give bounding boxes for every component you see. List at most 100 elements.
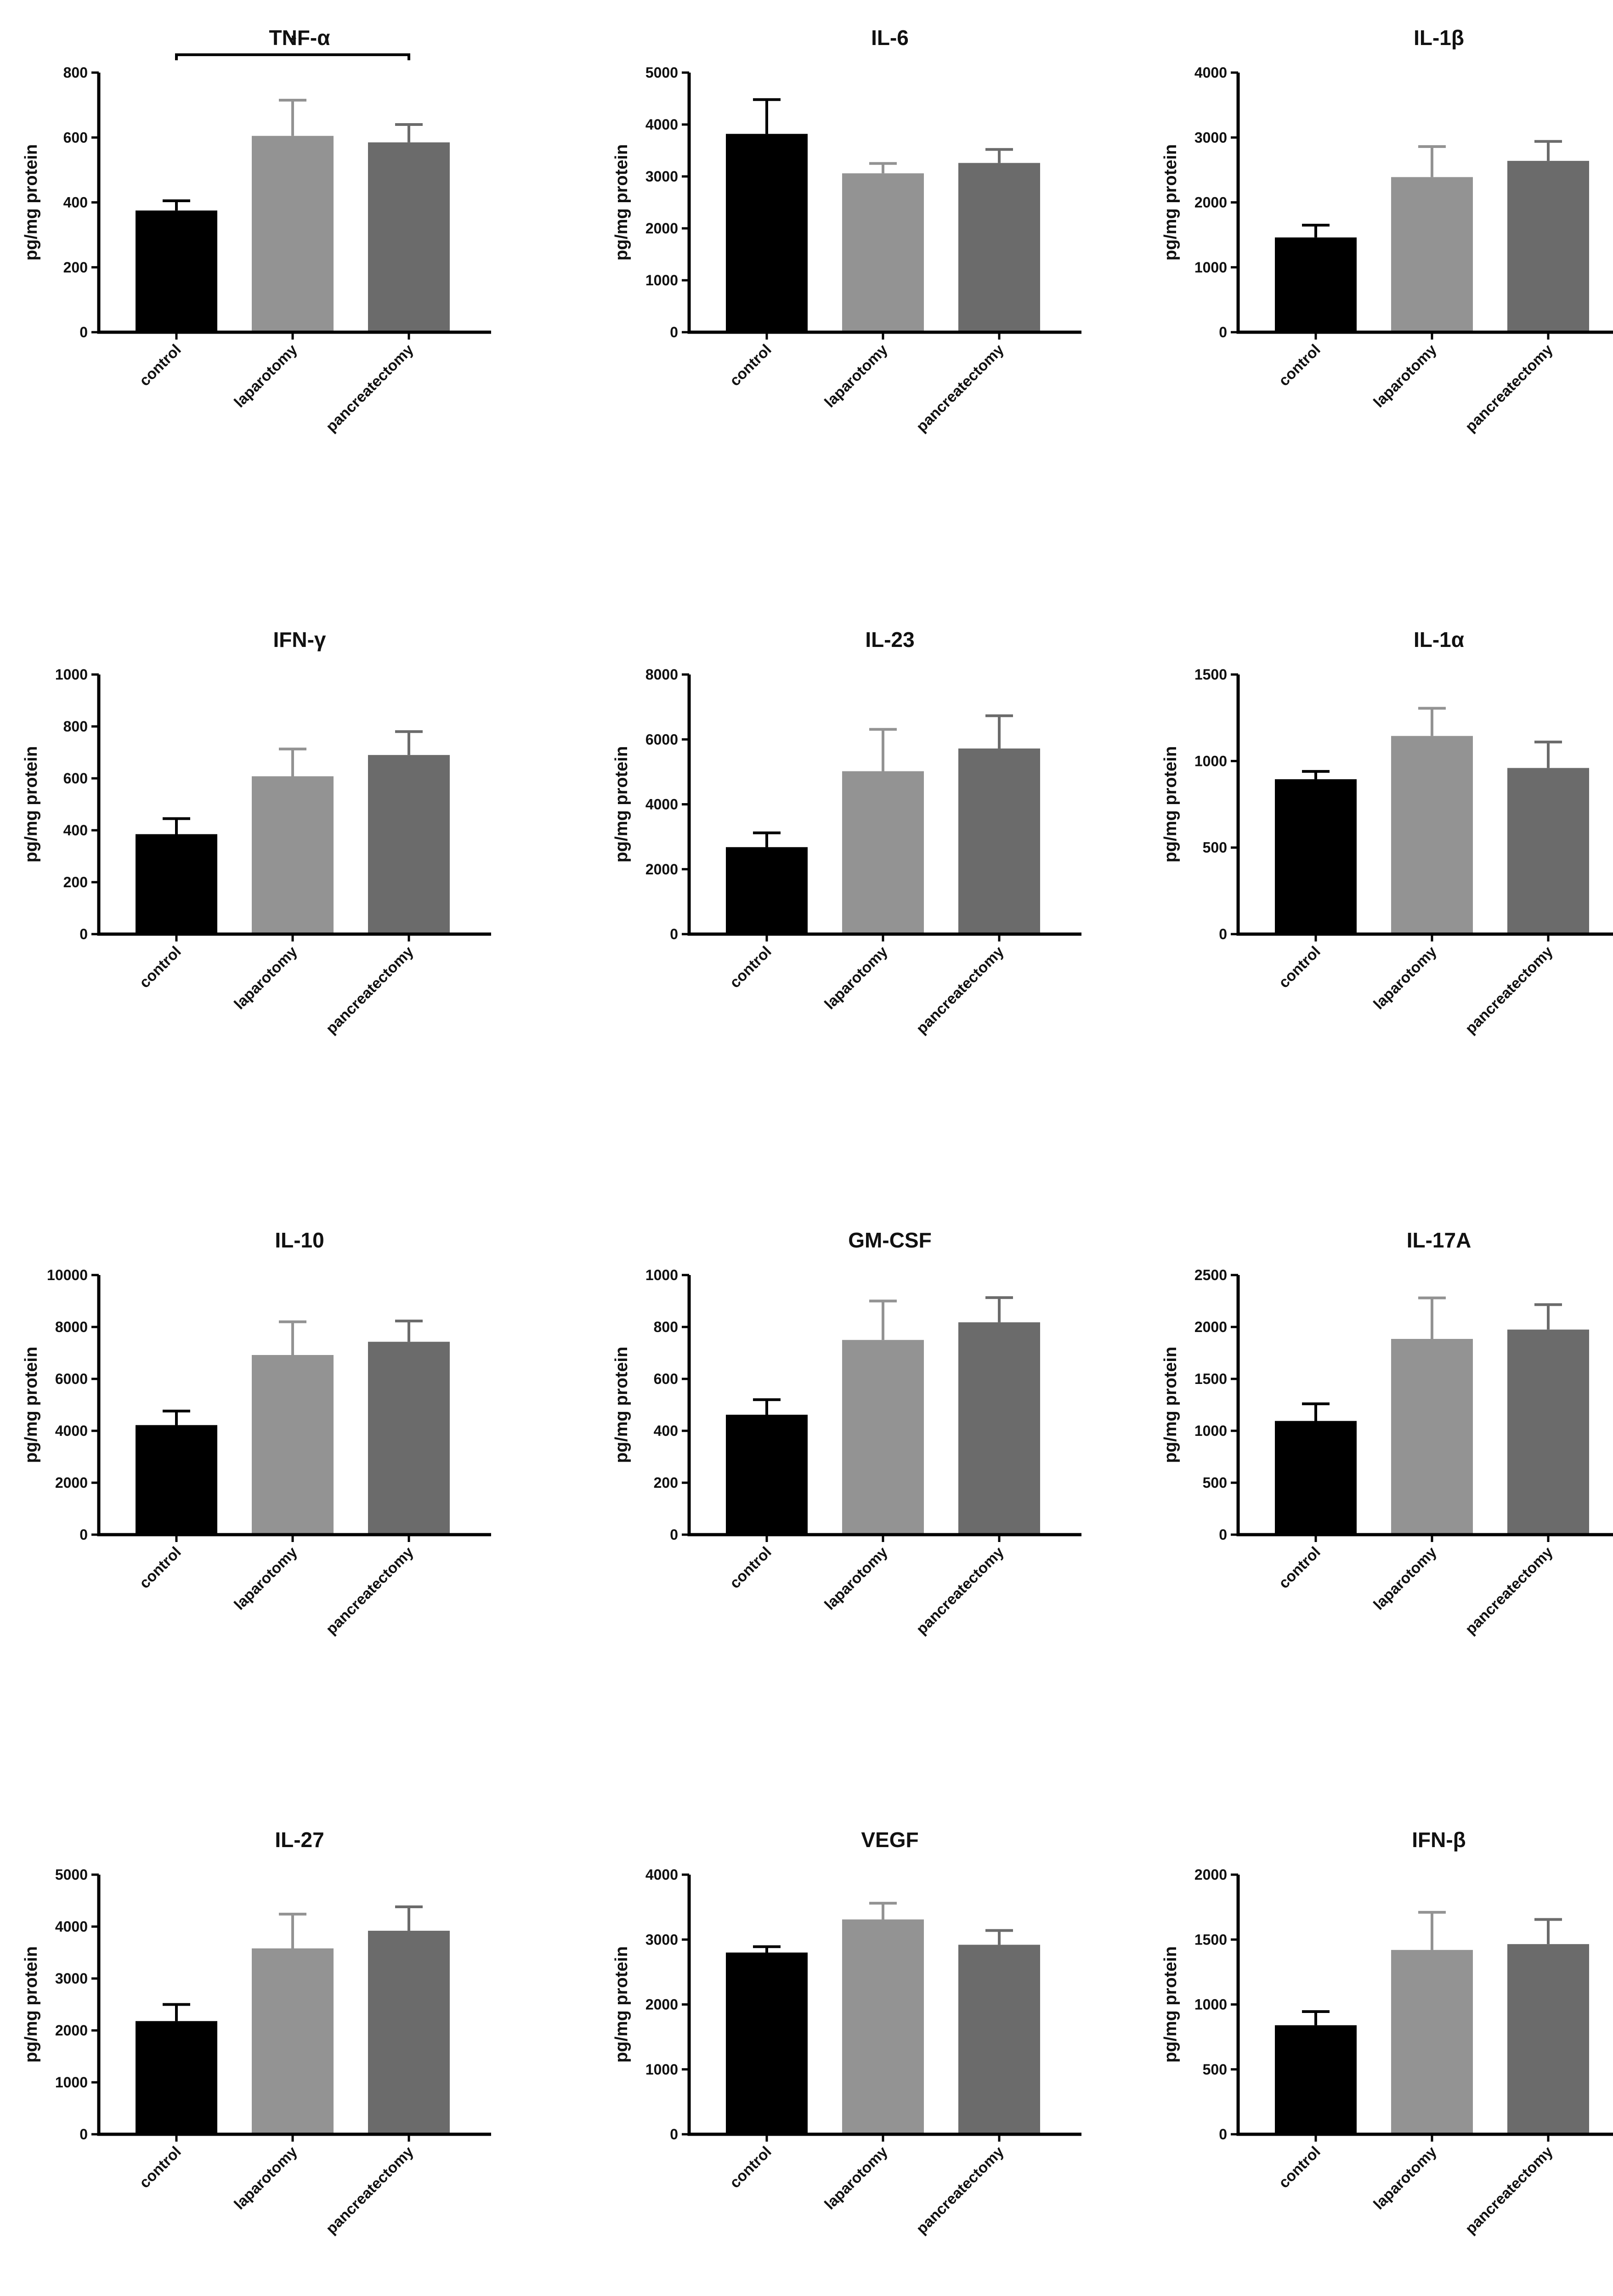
axes [97,1875,491,2136]
error-bar-pancreatectomy [395,123,423,142]
y-tick-label: 1000 [645,272,678,289]
significance-bracket [175,53,410,61]
error-bar-laparotomy [279,99,306,136]
bar-pancreatectomy [958,1322,1040,1535]
y-tick-label: 0 [79,2126,88,2143]
y-tick-label: 200 [63,259,88,276]
x-tick-label-control: control [1275,943,1324,991]
error-bar-control [753,98,781,134]
x-tick-label-pancreatectomy: pancreatectomy [913,1543,1007,1638]
x-tick-label-pancreatectomy: pancreatectomy [323,1543,417,1638]
x-tick-label-control: control [726,341,775,389]
bar-control [136,834,217,934]
error-bar-pancreatectomy [395,1905,423,1931]
y-tick-label: 0 [1219,926,1227,942]
y-tick-label: 1000 [1194,753,1227,769]
x-tick-label-laparotomy: laparotomy [821,2143,891,2212]
error-bar-pancreatectomy [395,730,423,755]
panel-ifn: IFN-β pg/mg protein 0 500 1000 1500 2000 contro… [1161,1828,1613,2237]
x-tick-label-pancreatectomy: pancreatectomy [1462,1543,1556,1638]
y-tick-label: 0 [670,1526,678,1543]
error-bar-laparotomy [1418,1296,1446,1339]
panel-il-10: IL-10 pg/mg protein 0 2000 4000 6000 8000 10000… [22,1228,491,1638]
axes [1236,73,1613,334]
y-tick-label: 4000 [55,1918,88,1935]
y-tick-label: 3000 [1194,129,1227,146]
bar-pancreatectomy [958,1945,1040,2134]
x-tick-label-pancreatectomy: pancreatectomy [1462,2143,1556,2237]
y-tick-label: 5000 [645,64,678,81]
axes [97,73,491,334]
bar-control [1275,237,1357,332]
y-tick-label: 10000 [47,1267,88,1283]
bar-pancreatectomy [368,755,450,934]
error-bar-pancreatectomy [985,1296,1013,1322]
x-tick-label-control: control [1275,2143,1324,2191]
bar-pancreatectomy [958,748,1040,934]
y-tick-label: 2000 [55,2022,88,2039]
error-bar-pancreatectomy [985,1929,1013,1945]
error-bar-laparotomy [279,748,306,777]
bar-laparotomy [842,1340,924,1535]
x-tick-label-laparotomy: laparotomy [821,340,891,410]
y-tick-label: 4000 [645,1866,678,1883]
y-tick-label: 800 [63,718,88,735]
y-tick-label: 2000 [1194,1866,1227,1883]
y-tick-label: 0 [79,926,88,942]
y-tick-label: 6000 [645,731,678,748]
x-tick-label-pancreatectomy: pancreatectomy [323,340,417,435]
axes [687,1875,1081,2136]
y-tick-label: 1000 [1194,1423,1227,1439]
bar-control [1275,2025,1357,2134]
panel-il-23: IL-23 pg/mg protein 0 2000 4000 6000 8000 contr… [612,628,1081,1037]
panel-title: TNF-α [269,26,330,50]
y-tick-label: 5000 [55,1866,88,1883]
axes [687,675,1081,936]
y-tick-label: 8000 [645,666,678,683]
panel-title: IL-23 [865,628,914,652]
error-bar-pancreatectomy [1534,1303,1562,1330]
y-tick-label: 8000 [55,1319,88,1335]
x-tick-label-control: control [136,2143,184,2191]
error-bar-control [163,199,190,211]
panel-ifn: IFN-γ pg/mg protein 0 200 400 600 800 1000 contr… [22,628,491,1037]
x-tick-label-laparotomy: laparotomy [1370,340,1440,410]
panel-title: IL-1α [1414,628,1464,652]
y-tick-label: 2000 [1194,1319,1227,1335]
bar-laparotomy [252,776,334,934]
error-bar-pancreatectomy [985,148,1013,163]
axes [687,73,1081,334]
x-tick-label-laparotomy: laparotomy [231,1543,300,1613]
bar-control [726,847,808,934]
x-tick-label-laparotomy: laparotomy [1370,942,1440,1012]
x-tick-label-control: control [726,943,775,991]
bar-pancreatectomy [368,142,450,332]
x-tick-label-control: control [136,341,184,389]
x-tick-label-pancreatectomy: pancreatectomy [1462,340,1556,435]
panel-title: IL-27 [275,1828,324,1852]
y-tick-label: 4000 [55,1423,88,1439]
y-tick-label: 500 [1203,2061,1227,2078]
panel-title: IFN-β [1412,1828,1466,1852]
y-tick-label: 0 [79,1526,88,1543]
error-bar-control [1302,770,1330,779]
x-tick-label-pancreatectomy: pancreatectomy [323,942,417,1037]
bar-laparotomy [252,136,334,332]
y-axis-label: pg/mg protein [1161,746,1180,862]
y-tick-label: 0 [670,926,678,942]
y-tick-label: 600 [63,770,88,787]
y-tick-label: 4000 [645,796,678,813]
bar-control [726,1952,808,2134]
y-tick-label: 0 [1219,324,1227,340]
y-tick-label: 2500 [1194,1267,1227,1283]
y-tick-label: 500 [1203,839,1227,856]
panel-title: IL-6 [871,26,909,50]
bar-control [136,1425,217,1535]
panel-title: IL-1β [1414,26,1464,50]
x-tick-label-pancreatectomy: pancreatectomy [1462,942,1556,1037]
bar-pancreatectomy [1507,768,1589,934]
error-bar-pancreatectomy [1534,1918,1562,1945]
panel-title: IL-10 [275,1228,324,1252]
error-bar-control [1302,223,1330,238]
y-axis-label: pg/mg protein [612,144,631,261]
